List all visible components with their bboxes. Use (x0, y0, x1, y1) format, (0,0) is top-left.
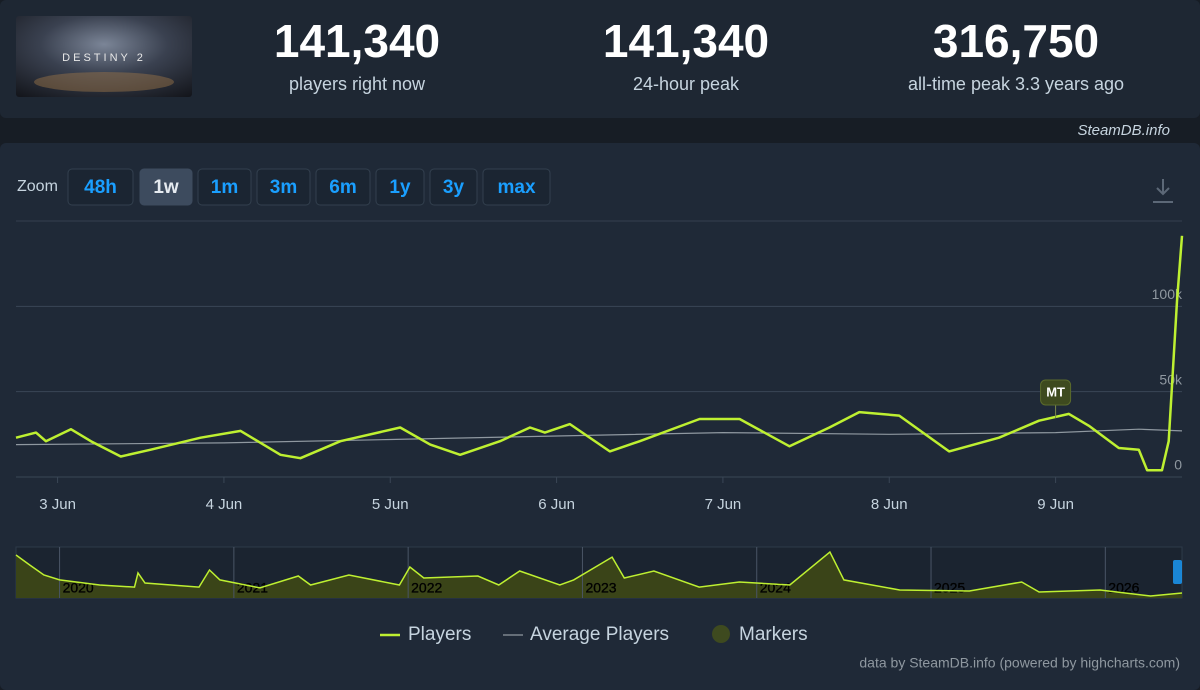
zoom-button[interactable] (256, 168, 311, 206)
download-icon[interactable] (1153, 179, 1173, 203)
zoom-button[interactable] (482, 168, 551, 206)
legend-swatch (712, 625, 730, 643)
legend-label[interactable]: Markers (739, 624, 808, 645)
game-logo: DESTINY 2 (62, 52, 146, 64)
zoom-button[interactable] (375, 168, 425, 206)
zoom-button[interactable] (67, 168, 134, 206)
stat-value: 141,340 (274, 15, 440, 67)
source-label[interactable]: SteamDB.info (1077, 122, 1170, 139)
average-line (15, 428, 1183, 446)
navigator-line (15, 550, 1183, 597)
players-line (15, 235, 1184, 472)
navigator-tick-label: 2022 (411, 580, 442, 596)
zoom-button[interactable] (315, 168, 371, 206)
x-tick-label: 8 Jun (871, 496, 908, 513)
zoom-button-label[interactable]: 48h (84, 177, 117, 198)
chart-panel (0, 143, 1200, 690)
header-panel (0, 0, 1200, 118)
x-tick-label: 3 Jun (39, 496, 76, 513)
zoom-button-label[interactable]: 1y (389, 177, 411, 198)
zoom-label: Zoom (17, 178, 58, 195)
stat-label: players right now (289, 74, 426, 94)
zoom-button-label[interactable]: 1m (211, 177, 238, 198)
credits[interactable]: data by SteamDB.info (powered by highcha… (859, 655, 1180, 671)
marker-label[interactable]: MT (1046, 384, 1065, 399)
y-tick-label: 100k (1152, 286, 1183, 302)
y-tick-label: 0 (1174, 457, 1182, 473)
x-tick-label: 5 Jun (372, 496, 409, 513)
x-tick-label: 4 Jun (206, 496, 243, 513)
zoom-button-label[interactable]: 3y (443, 177, 465, 198)
x-tick-label: 7 Jun (705, 496, 742, 513)
stat-value: 316,750 (933, 15, 1099, 67)
zoom-button-label[interactable]: 1w (153, 177, 179, 198)
game-image[interactable] (16, 16, 192, 97)
navigator-handle[interactable] (1173, 560, 1182, 584)
zoom-button[interactable] (197, 168, 252, 206)
navigator-area (16, 552, 1182, 598)
legend-label[interactable]: Average Players (530, 624, 669, 645)
zoom-button-label[interactable]: max (497, 177, 535, 198)
navigator-tick-label: 2024 (760, 580, 791, 596)
x-tick-label: 9 Jun (1037, 496, 1074, 513)
x-tick-label: 6 Jun (538, 496, 575, 513)
zoom-button[interactable] (139, 168, 193, 206)
game-image-glow (34, 72, 174, 92)
legend-label[interactable]: Players (408, 624, 471, 645)
navigator-tick-label: 2023 (585, 580, 616, 596)
zoom-button[interactable] (429, 168, 478, 206)
navigator-tick-label: 2021 (237, 580, 268, 596)
marker-badge[interactable] (1040, 379, 1072, 406)
stat-label: 24-hour peak (633, 74, 740, 94)
zoom-button-label[interactable]: 3m (270, 177, 297, 198)
navigator-tick-label: 2025 (934, 580, 965, 596)
stat-value: 141,340 (603, 15, 769, 67)
stat-label: all-time peak 3.3 years ago (908, 74, 1124, 94)
zoom-button-label[interactable]: 6m (329, 177, 356, 198)
